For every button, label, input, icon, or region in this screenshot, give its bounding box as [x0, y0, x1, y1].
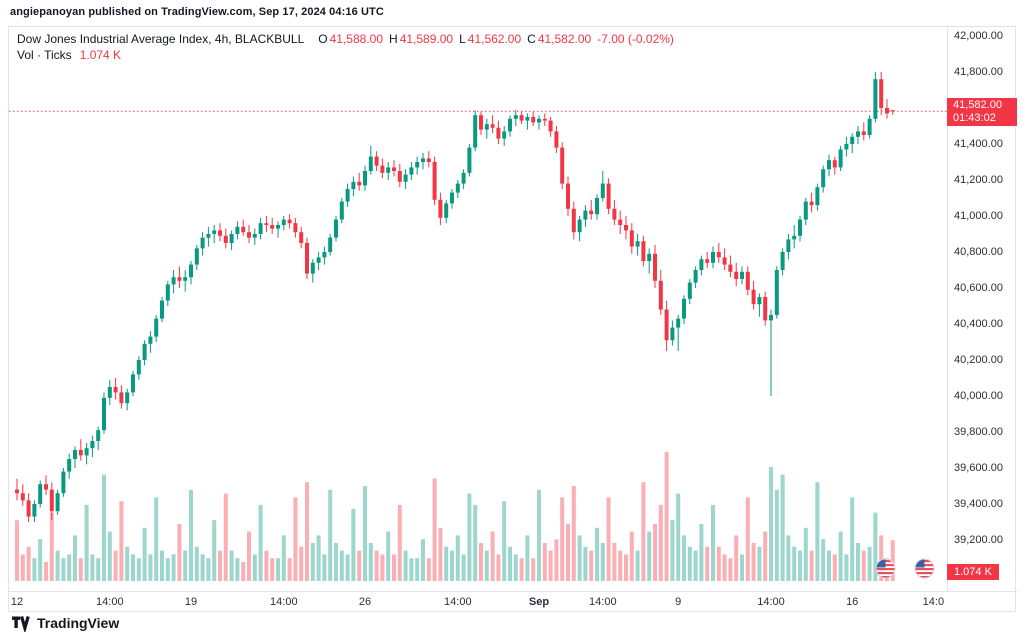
- tradingview-attribution[interactable]: TradingView: [12, 613, 119, 632]
- price-tick-label: 41,400.00: [954, 137, 1003, 150]
- attribution-text: angiepanoyan published on TradingView.co…: [10, 6, 384, 18]
- price-tick-label: 40,000.00: [954, 389, 1003, 402]
- ohlc-values: O 41,588.00 H 41,589.00 L 41,562.00 C 41,582.00: [312, 32, 591, 46]
- chart-widget: Dow Jones Industrial Average Index, 4h, …: [8, 26, 1017, 612]
- last-price-value: 41,582.00: [953, 99, 1002, 111]
- price-tick-label: 39,200.00: [954, 533, 1003, 546]
- price-tick-label: 41,800.00: [954, 65, 1003, 78]
- bar-countdown: 01:43:02: [953, 112, 996, 124]
- tradingview-brand-text: TradingView: [37, 614, 120, 631]
- time-tick-label: 14:00: [444, 596, 472, 608]
- economic-event-us-flag-icon[interactable]: [914, 558, 935, 579]
- price-axis[interactable]: 42,000.0041,800.0041,600.0041,400.0041,2…: [947, 27, 1016, 591]
- price-tick-label: 42,000.00: [954, 29, 1003, 42]
- time-tick-label: 14:00: [589, 596, 617, 608]
- volume-legend: Vol · Ticks 1.074 K: [17, 48, 121, 62]
- ohlc-value: 41,589.00: [399, 32, 454, 46]
- price-tick-label: 41,000.00: [954, 209, 1003, 222]
- last-price-badge: 41,582.00 01:43:02: [947, 98, 1017, 126]
- ohlc-key: L: [459, 32, 466, 46]
- time-axis[interactable]: 12 14:00 19 14:00 26 14:00 Sep 14:00 9 14:00 16 14:…: [9, 591, 1017, 612]
- price-tick-label: 40,200.00: [954, 353, 1003, 366]
- chart-legend: Dow Jones Industrial Average Index, 4h, …: [17, 32, 674, 46]
- time-tick-label: 9: [675, 596, 682, 608]
- time-tick-label: 26: [358, 596, 372, 608]
- time-tick-label: 14:00: [96, 596, 124, 608]
- change-value: -7.00 (-0.02%): [597, 32, 674, 46]
- ohlc-key: O: [318, 32, 328, 46]
- price-tick-label: 41,200.00: [954, 173, 1003, 186]
- ohlc-value: 41,562.00: [467, 32, 522, 46]
- price-tick-label: 40,800.00: [954, 245, 1003, 258]
- ohlc-key: C: [527, 32, 536, 46]
- price-tick-label: 39,400.00: [954, 497, 1003, 510]
- tradingview-logo-icon: [12, 616, 30, 632]
- volume-axis-badge: 1.074 K: [947, 564, 999, 580]
- candlestick-volume-chart[interactable]: [9, 27, 947, 591]
- price-tick-label: 40,400.00: [954, 317, 1003, 330]
- time-tick-label: 14:00: [270, 596, 298, 608]
- time-tick-label: 16: [846, 596, 859, 608]
- symbol-title[interactable]: Dow Jones Industrial Average Index, 4h, …: [17, 32, 305, 46]
- ohlc-value: 41,588.00: [329, 32, 384, 46]
- economic-event-us-flag-icon[interactable]: [875, 558, 896, 579]
- time-tick-label: 14:00: [757, 596, 785, 608]
- volume-indicator-label[interactable]: Vol · Ticks: [17, 48, 72, 62]
- price-tick-label: 40,600.00: [954, 281, 1003, 294]
- price-tick-label: 39,600.00: [954, 461, 1003, 474]
- time-tick-label: 19: [184, 596, 198, 608]
- time-tick-label: 12: [10, 596, 24, 608]
- price-tick-label: 39,800.00: [954, 425, 1003, 438]
- ohlc-key: H: [389, 32, 398, 46]
- time-tick-label: 14:0: [922, 596, 945, 608]
- ohlc-value: 41,582.00: [537, 32, 592, 46]
- volume-value: 1.074 K: [79, 48, 122, 62]
- time-tick-label: Sep: [528, 596, 550, 608]
